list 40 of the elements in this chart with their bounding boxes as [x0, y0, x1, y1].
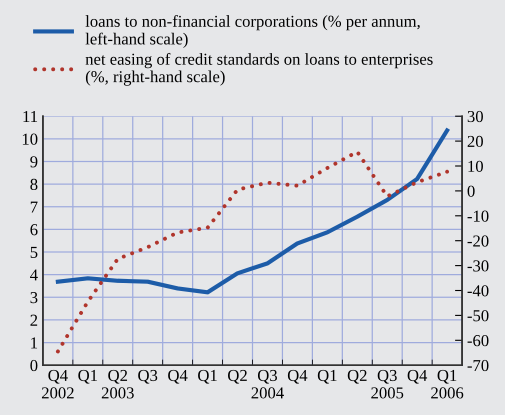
y-tick-label: 0 — [30, 360, 38, 372]
x-tick-label: Q4 — [408, 370, 428, 384]
y-tick-label: 9 — [30, 156, 38, 168]
x-tick-label: Q3 — [138, 370, 158, 384]
y-tick-label: 2 — [30, 314, 38, 326]
y-tick-label: 3 — [30, 292, 38, 304]
y2-tick-label: -20 — [468, 235, 489, 247]
y2-tick-label: 30 — [468, 110, 483, 122]
y-tick-label: 4 — [30, 269, 38, 280]
line-series — [56, 128, 450, 294]
x-tick-label: Q1 — [78, 370, 98, 384]
y2-tick-label: 0 — [468, 186, 475, 197]
y-tick-label: 11 — [23, 110, 38, 122]
y-tick-label: 7 — [30, 202, 38, 213]
y-tick-label: 10 — [22, 134, 38, 145]
x-tick-label: Q2 — [348, 370, 367, 384]
y2-tick-label: -70 — [468, 360, 489, 372]
y-tick-label: 6 — [30, 224, 38, 236]
y-tick-label: 8 — [30, 178, 38, 190]
y2-tick-label: 20 — [468, 136, 483, 148]
legend-label: loans to non-financial corporations (% per annum, left-hand scale) — [86, 15, 420, 48]
y2-tick-label: 10 — [468, 160, 483, 172]
y-tick-label: 5 — [30, 246, 38, 258]
x-tick-label: Q3 2005 — [371, 370, 404, 399]
x-tick-label: Q2 2003 — [102, 370, 134, 399]
y2-tick-label: -30 — [468, 260, 489, 272]
x-tick-label: Q4 — [168, 370, 188, 384]
y2-tick-label: -50 — [468, 310, 489, 322]
x-tick-label: Q3 2004 — [252, 370, 284, 399]
x-tick-label: Q1 — [198, 370, 217, 384]
x-tick-label: Q2 — [228, 370, 247, 384]
x-tick-label: Q1 — [318, 370, 337, 384]
legend-label: net easing of credit standards on loans to enterprises (%, right-hand scale) — [86, 52, 433, 86]
x-tick-label: Q1 2006 — [431, 370, 464, 399]
y-tick-label: 1 — [31, 337, 38, 348]
y2-tick-label: -40 — [468, 285, 489, 296]
y2-tick-label: -10 — [468, 210, 489, 222]
x-tick-label: Q4 — [288, 370, 308, 384]
x-tick-label: Q4 2002 — [42, 370, 74, 399]
y2-tick-label: -60 — [468, 335, 489, 346]
